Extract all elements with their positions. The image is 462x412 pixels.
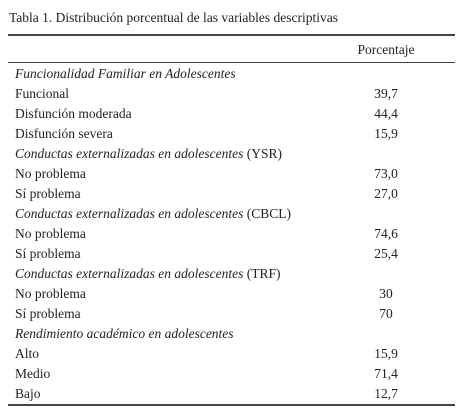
row-label: Sí problema xyxy=(15,186,81,201)
section-header: Rendimiento académico en adolescentes xyxy=(15,324,234,344)
row-value: 30 xyxy=(379,286,393,301)
row-value: 12,7 xyxy=(374,386,398,401)
row-value: 15,9 xyxy=(374,346,398,361)
section-suffix: (YSR) xyxy=(246,146,282,161)
section-header: Conductas externalizadas en adolescentes… xyxy=(15,204,291,224)
row-label: Bajo xyxy=(15,386,41,401)
section-header: Conductas externalizadas en adolescentes… xyxy=(15,144,282,164)
section-title: Funcionalidad Familiar en Adolescentes xyxy=(15,66,236,81)
row-label: Sí problema xyxy=(15,306,81,321)
row-value: 39,7 xyxy=(374,86,398,101)
row-value: 71,4 xyxy=(374,366,398,381)
section-suffix: (CBCL) xyxy=(246,206,291,221)
row-label: Funcional xyxy=(15,86,69,101)
row-label: Medio xyxy=(15,366,51,381)
row-value: 27,0 xyxy=(374,186,398,201)
row-label: Disfunción moderada xyxy=(15,106,132,121)
section-title: Conductas externalizadas en adolescentes xyxy=(15,206,244,221)
section-header: Conductas externalizadas en adolescentes… xyxy=(15,264,280,284)
section-title: Conductas externalizadas en adolescentes xyxy=(15,266,244,281)
section-title: Rendimiento académico en adolescentes xyxy=(15,326,234,341)
bottom-rule xyxy=(8,404,455,406)
row-value: 15,9 xyxy=(374,126,398,141)
row-label: No problema xyxy=(15,286,86,301)
column-header: Porcentaje xyxy=(357,42,415,57)
row-label: No problema xyxy=(15,226,86,241)
row-value: 44,4 xyxy=(374,106,398,121)
row-label: Sí problema xyxy=(15,246,81,261)
top-rule xyxy=(8,34,455,36)
header-rule xyxy=(8,62,455,63)
section-title: Conductas externalizadas en adolescentes xyxy=(15,146,244,161)
table-caption: Tabla 1. Distribución porcentual de las … xyxy=(9,10,338,25)
row-value: 73,0 xyxy=(374,166,398,181)
row-value: 74,6 xyxy=(374,226,398,241)
section-header: Funcionalidad Familiar en Adolescentes xyxy=(15,64,236,84)
row-value: 70 xyxy=(379,306,393,321)
section-suffix: (TRF) xyxy=(246,266,281,281)
row-value: 25,4 xyxy=(374,246,398,261)
row-label: Disfunción severa xyxy=(15,126,113,141)
row-label: Alto xyxy=(15,346,40,361)
row-label: No problema xyxy=(15,166,86,181)
